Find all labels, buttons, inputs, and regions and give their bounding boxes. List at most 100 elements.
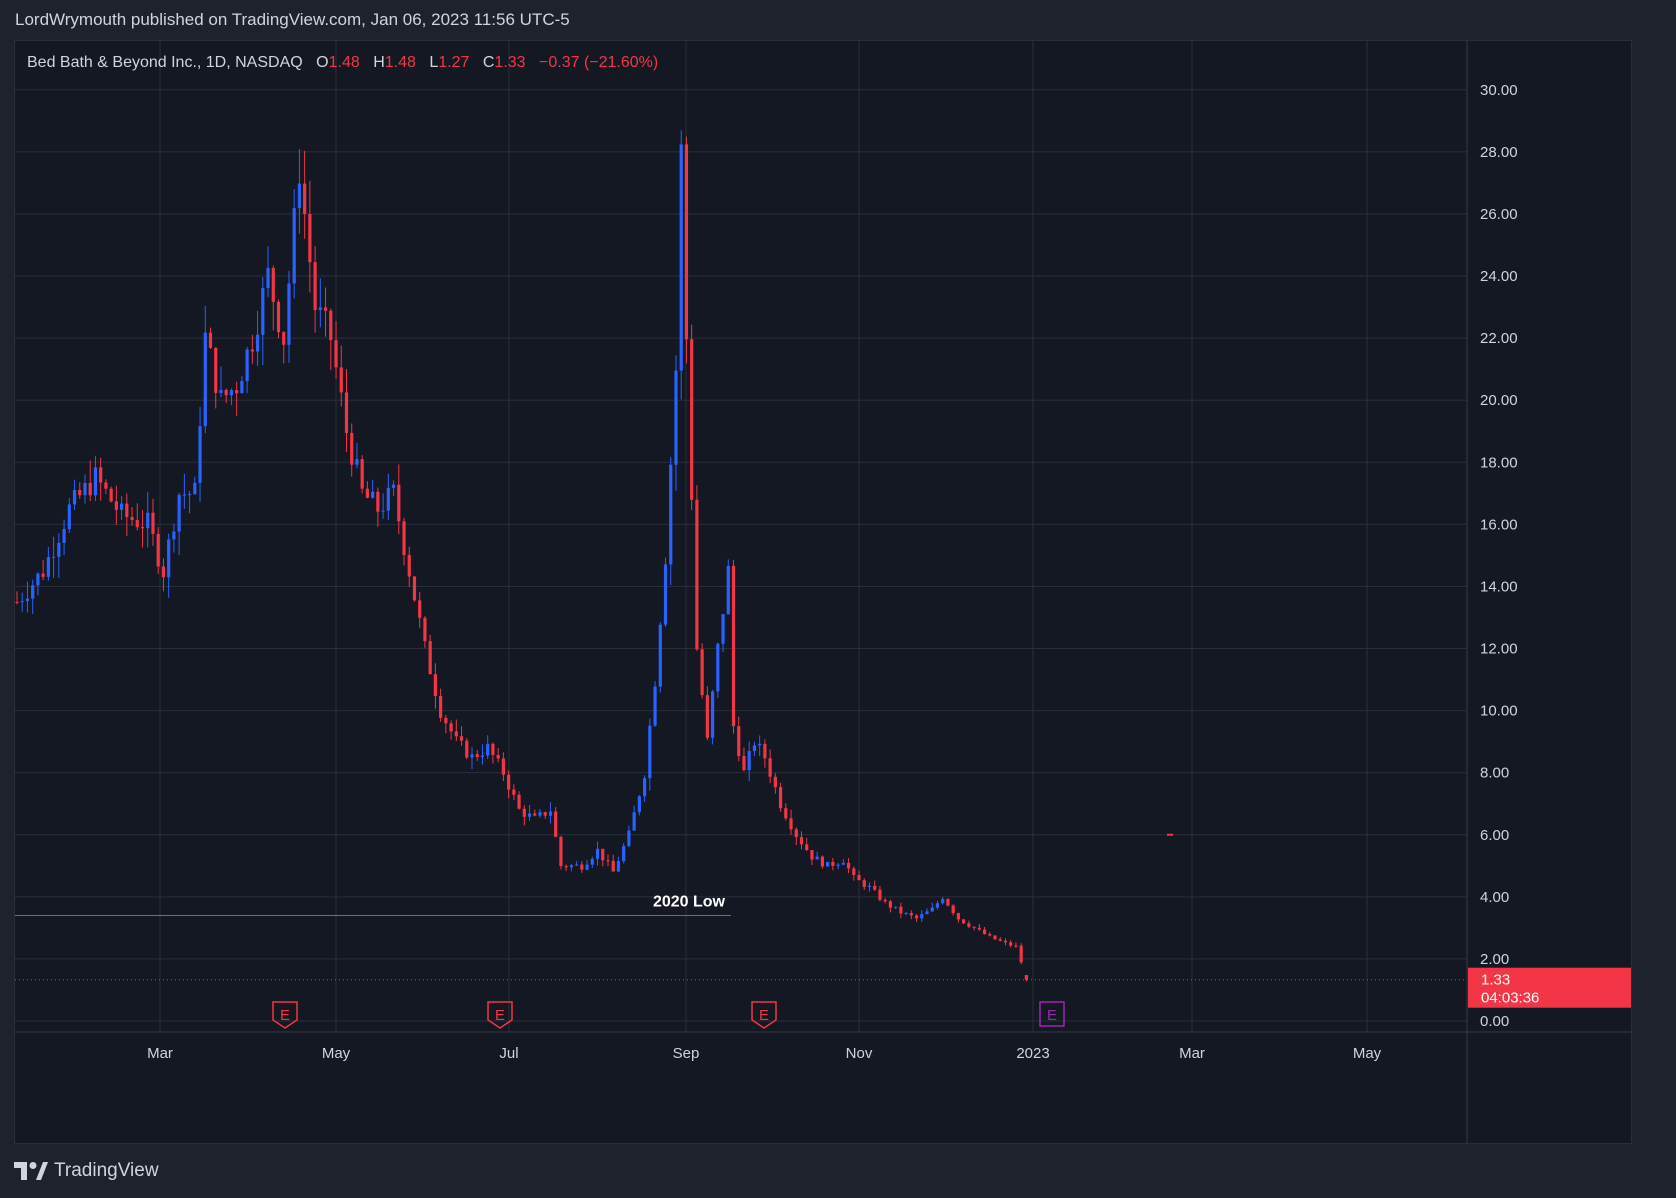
candle-body[interactable] <box>763 743 767 759</box>
candle-body[interactable] <box>344 392 349 433</box>
candle-body[interactable] <box>737 726 741 756</box>
candle-body[interactable] <box>214 347 218 393</box>
candle-body[interactable] <box>517 794 521 809</box>
candle-body[interactable] <box>459 736 464 741</box>
candle-body[interactable] <box>402 521 406 555</box>
candle-body[interactable] <box>235 390 239 394</box>
candle-body[interactable] <box>412 576 417 601</box>
candle-body[interactable] <box>360 459 364 489</box>
candle-body[interactable] <box>831 861 835 866</box>
candle-body[interactable] <box>323 307 328 311</box>
candle-body[interactable] <box>543 812 547 816</box>
candle-body[interactable] <box>742 755 746 771</box>
candle-body[interactable] <box>261 288 265 335</box>
candle-body[interactable] <box>585 864 589 870</box>
earnings-marker[interactable] <box>272 1001 298 1029</box>
candle-body[interactable] <box>784 808 788 819</box>
candle-body[interactable] <box>93 467 98 496</box>
candle-body[interactable] <box>444 717 448 724</box>
candle-body[interactable] <box>198 426 202 483</box>
candle-body[interactable] <box>993 935 997 940</box>
candle-body[interactable] <box>1024 975 1028 980</box>
candle-body[interactable] <box>31 585 35 599</box>
candle-body[interactable] <box>182 494 186 496</box>
candle-body[interactable] <box>611 860 615 872</box>
candle-body[interactable] <box>580 864 584 870</box>
candle-body[interactable] <box>376 491 380 512</box>
candle-body[interactable] <box>329 310 333 341</box>
candle-body[interactable] <box>564 866 568 868</box>
candle-body[interactable] <box>982 929 987 935</box>
candle-body[interactable] <box>710 691 715 738</box>
candle-body[interactable] <box>773 776 777 788</box>
candle-body[interactable] <box>930 907 934 912</box>
earnings-marker[interactable] <box>487 1001 513 1029</box>
candle-body[interactable] <box>643 778 647 797</box>
candle-body[interactable] <box>914 915 919 919</box>
candle-body[interactable] <box>156 533 160 567</box>
candle-body[interactable] <box>768 758 772 777</box>
candle-body[interactable] <box>15 601 19 603</box>
candle-body[interactable] <box>789 818 793 830</box>
tradingview-brand[interactable]: TradingView <box>14 1160 159 1182</box>
candle-body[interactable] <box>721 614 725 644</box>
candle-body[interactable] <box>109 488 113 502</box>
candle-body[interactable] <box>1014 945 1018 947</box>
candle-body[interactable] <box>627 830 631 847</box>
candle-body[interactable] <box>219 389 223 393</box>
candle-body[interactable] <box>805 844 809 851</box>
earnings-marker-upcoming[interactable] <box>1039 1001 1065 1027</box>
candle-body[interactable] <box>554 811 558 837</box>
candle-body[interactable] <box>846 862 851 869</box>
candle-body[interactable] <box>245 349 249 382</box>
candle-body[interactable] <box>475 754 479 758</box>
candle-body[interactable] <box>679 144 683 371</box>
candle-body[interactable] <box>632 812 636 831</box>
candle-body[interactable] <box>292 208 296 284</box>
candle-body[interactable] <box>339 367 343 393</box>
candle-body[interactable] <box>925 911 929 915</box>
candle-body[interactable] <box>167 539 171 578</box>
candle-body[interactable] <box>690 339 694 500</box>
earnings-marker[interactable] <box>751 1001 777 1029</box>
candle-body[interactable] <box>99 467 103 483</box>
candle-body[interactable] <box>909 913 913 916</box>
candle-body[interactable] <box>52 556 56 558</box>
candle-body[interactable] <box>208 332 213 348</box>
candle-body[interactable] <box>193 482 197 495</box>
candle-body[interactable] <box>25 598 30 602</box>
candle-body[interactable] <box>266 267 270 289</box>
candle-body[interactable] <box>590 858 594 865</box>
candle-body[interactable] <box>72 490 77 505</box>
candle-body[interactable] <box>250 349 254 352</box>
candle-body[interactable] <box>799 837 804 845</box>
candle-body[interactable] <box>899 906 903 914</box>
candle-body[interactable] <box>747 751 751 771</box>
candle-body[interactable] <box>276 301 281 333</box>
candle-body[interactable] <box>428 641 432 675</box>
candle-body[interactable] <box>371 491 375 498</box>
candle-body[interactable] <box>758 743 762 746</box>
candle-body[interactable] <box>538 812 542 816</box>
candle-body[interactable] <box>674 370 678 465</box>
candle-body[interactable] <box>313 262 317 311</box>
candle-body[interactable] <box>418 600 422 618</box>
candle-body[interactable] <box>794 829 798 838</box>
candle-body[interactable] <box>140 527 145 529</box>
candle-body[interactable] <box>778 787 783 809</box>
candle-body[interactable] <box>501 758 505 775</box>
candle-body[interactable] <box>486 743 490 756</box>
candle-body[interactable] <box>935 903 940 908</box>
candle-body[interactable] <box>255 334 260 352</box>
candle-body[interactable] <box>449 723 453 732</box>
candle-body[interactable] <box>663 564 668 625</box>
candle-body[interactable] <box>146 512 150 529</box>
candle-body[interactable] <box>559 836 563 867</box>
chart-panel[interactable]: 2020 Low 30.00 28.00 26.00 24.00 22.00 20.00 18… <box>14 40 1632 1144</box>
candle-body[interactable] <box>820 856 825 867</box>
candle-body[interactable] <box>114 501 118 510</box>
candle-body[interactable] <box>391 484 396 488</box>
candle-body[interactable] <box>423 617 427 642</box>
candle-body[interactable] <box>857 875 861 881</box>
candle-body[interactable] <box>836 864 840 866</box>
